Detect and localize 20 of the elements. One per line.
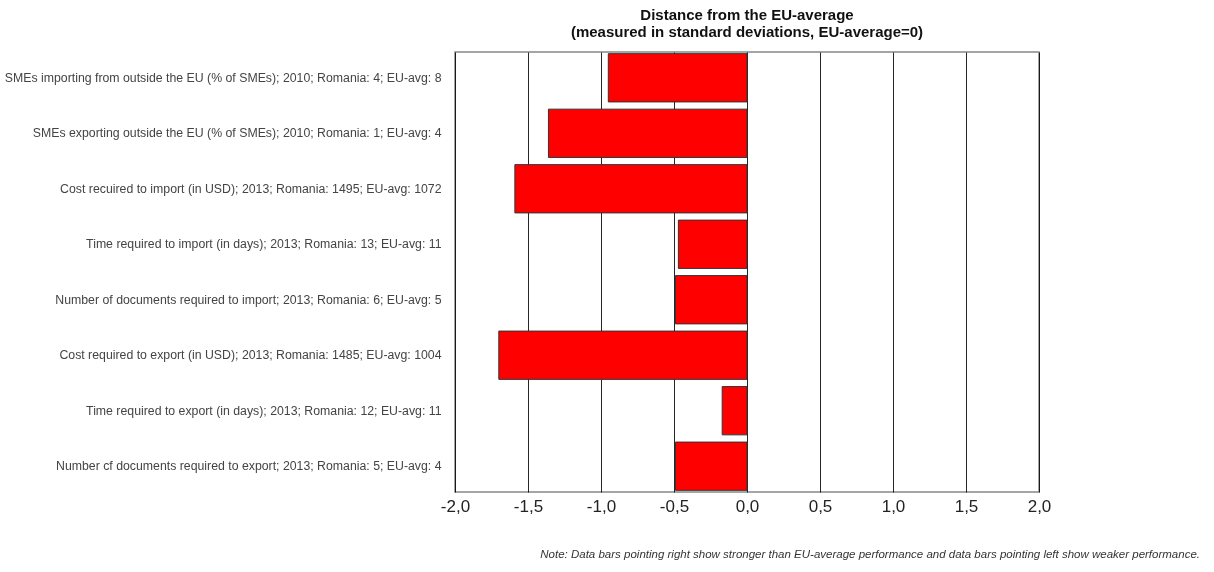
x-tick-label: -2,0 — [440, 496, 471, 516]
y-tick-label: SMEs exporting outside the EU (% of SMEs); 2010; Romania: 1; EU-avg: 4 — [32, 126, 442, 141]
y-tick-label: Cost recuired to import (in USD); 2013; Romania: 1495; EU-avg: 1072 — [60, 181, 442, 196]
y-tick-label: Cost required to export (in USD); 2013; Romania: 1485; EU-avg: 1004 — [59, 348, 442, 363]
x-tick-label: 0,0 — [735, 496, 760, 516]
y-tick-label: Time required to export (in days); 2013; Romania: 12; EU-avg: 11 — [86, 403, 442, 418]
y-tick-label: Number of documents required to import; 2013; Romania: 6; EU-avg: 5 — [55, 292, 442, 307]
x-tick-label: 1,5 — [954, 496, 979, 516]
x-tick-label: -0,5 — [659, 496, 690, 516]
x-tick-label: 0,5 — [808, 496, 833, 516]
y-tick-label: SMEs importing from outside the EU (% of SMEs); 2010; Romania: 4; EU-avg: 8 — [4, 70, 442, 85]
x-tick-label: -1,5 — [513, 496, 544, 516]
x-tick-label: 2,0 — [1027, 496, 1052, 516]
chart-title: Distance from the EU-average — [640, 6, 854, 23]
chart-subtitle: (measured in standard deviations, EU-average=0) — [570, 23, 924, 40]
y-tick-label: Time required to import (in days); 2013; Romania: 13; EU-avg: 11 — [86, 237, 442, 252]
y-tick-label: Number cf documents required to export; 2013; Romania: 5; EU-avg: 4 — [56, 459, 442, 474]
x-tick-label: 1,0 — [881, 496, 906, 516]
x-tick-label: -1,0 — [586, 496, 617, 516]
text: Note: Data bars pointing right show stronger than EU-average performance and data bars pointing left show weaker performance. — [540, 548, 1200, 560]
